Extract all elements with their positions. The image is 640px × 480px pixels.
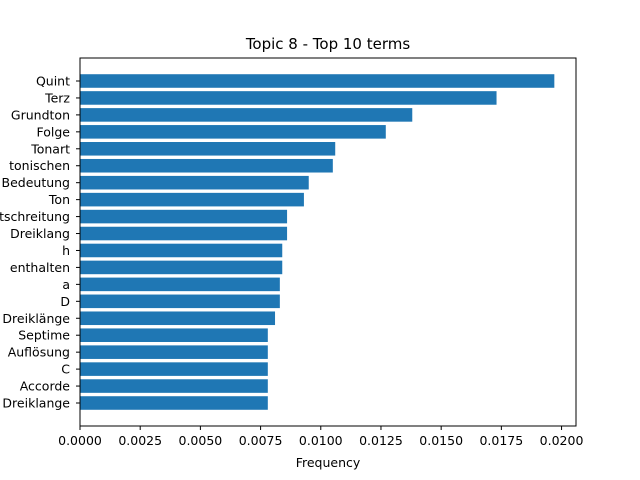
y-tick-label: Dreiklange (2, 396, 70, 411)
bar (80, 260, 283, 275)
y-tick-label: Quint (36, 74, 70, 89)
y-tick-label: Septime (18, 328, 70, 343)
x-tick-label: 0.0025 (118, 433, 162, 448)
y-tick-label: Accorde (20, 379, 71, 394)
y-tick-label: a (62, 277, 70, 292)
y-tick-label: Tonart (30, 141, 70, 156)
x-tick-label: 0.0050 (179, 433, 223, 448)
x-ticks-group: 0.0000 0.0025 0.0050 0.0075 0.0100 0.0125 0.01… (58, 426, 583, 448)
y-tick-label: Dreiklänge (2, 311, 70, 326)
bar (80, 294, 280, 309)
y-tick-label: tonischen (9, 158, 70, 173)
bar (80, 108, 413, 122)
y-tick-label: h (62, 243, 70, 258)
bar (80, 74, 555, 88)
y-tick-label: Auflösung (8, 345, 70, 360)
x-tick-label: 0.0200 (540, 433, 584, 448)
bar (80, 91, 497, 105)
y-tick-label: D (60, 294, 70, 309)
x-tick-label: 0.0075 (239, 433, 283, 448)
bar (80, 158, 333, 173)
y-tick-label: Dreiklang (10, 226, 70, 241)
bar (80, 379, 268, 393)
bar (80, 175, 309, 190)
y-tick-label: Grundton (11, 107, 70, 122)
y-tick-label: enthalten (10, 260, 70, 275)
bar (80, 345, 268, 359)
bar (80, 362, 268, 376)
bar (80, 277, 280, 292)
y-tick-label: Folge (37, 124, 71, 139)
x-tick-label: 0.0100 (299, 433, 343, 448)
y-tick-label: Bedeutung (2, 175, 71, 190)
plot-frame (79, 57, 577, 427)
bar (80, 243, 283, 258)
bars-group (80, 74, 555, 410)
x-tick-label: 0.0175 (479, 433, 523, 448)
x-tick-label: 0.0150 (419, 433, 463, 448)
x-axis-title: Frequency (296, 455, 361, 470)
y-tick-label: Terz (44, 90, 70, 105)
bar (80, 311, 276, 326)
bar (80, 209, 288, 224)
y-tick-label: Ton (48, 192, 70, 207)
bar (80, 125, 386, 139)
bar (80, 226, 288, 241)
chart-title: Topic 8 - Top 10 terms (245, 35, 411, 53)
x-tick-label: 0.0125 (359, 433, 403, 448)
bar (80, 142, 336, 156)
bar (80, 192, 304, 207)
y-tick-label: Fortschreitung (0, 209, 70, 224)
y-tick-label: C (61, 362, 70, 377)
bar (80, 396, 268, 410)
bar (80, 328, 268, 342)
x-tick-label: 0.0000 (58, 433, 102, 448)
